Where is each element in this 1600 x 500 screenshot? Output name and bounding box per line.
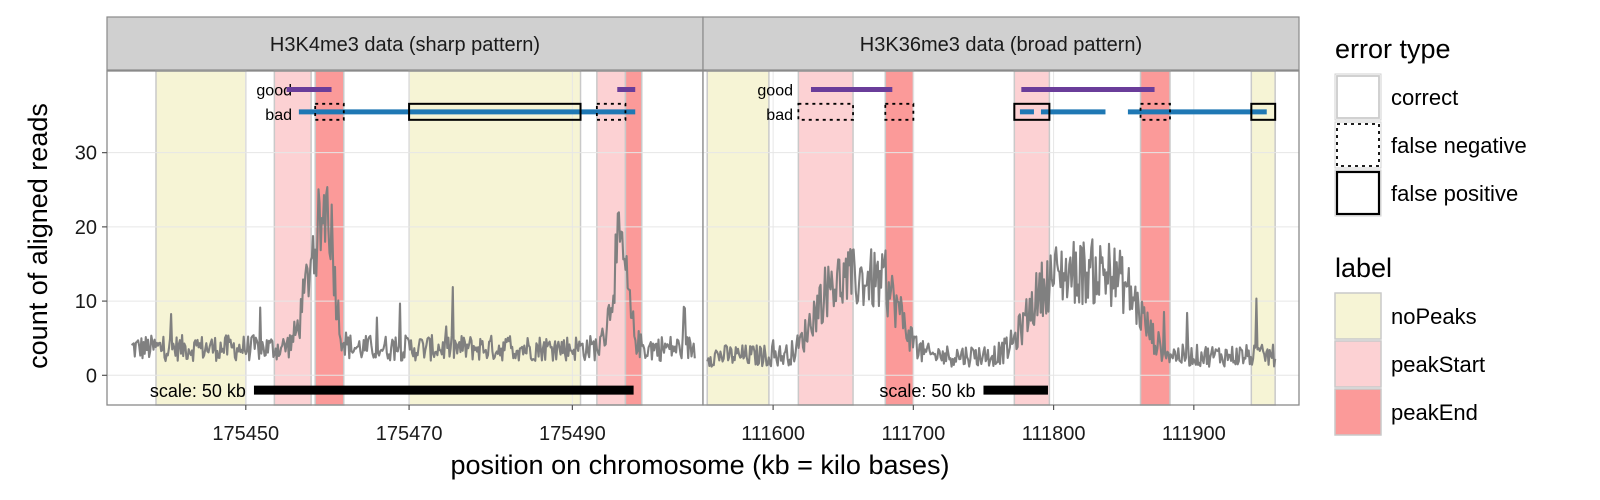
- x-tick-label: 111800: [1022, 423, 1086, 445]
- x-tick-label: 175490: [539, 423, 606, 445]
- false-positive-box: [1013, 102, 1051, 121]
- x-axis-title: position on chromosome (kb = kilo bases): [451, 450, 950, 480]
- y-tick-label: 0: [86, 365, 97, 387]
- false-negative-box: [884, 102, 915, 121]
- y-tick-label: 10: [75, 291, 97, 313]
- scale-bar-label: scale: 50 kb: [879, 381, 975, 401]
- legend-key-bg: [1334, 73, 1382, 121]
- legend-key-bg: [1334, 121, 1382, 169]
- x-tick-label: 111600: [741, 423, 805, 445]
- legend-error-item: false positive: [1391, 181, 1518, 206]
- panel-1: H3K4me3 data (sharp pattern) good bad scale…: [106, 16, 704, 445]
- coverage-line: [706, 238, 1277, 368]
- false-negative-box: [595, 102, 627, 121]
- scale-bar-label: scale: 50 kb: [150, 381, 246, 401]
- false-negative-box: [1139, 102, 1171, 121]
- coverage-line: [130, 186, 696, 363]
- legend-error-title: error type: [1335, 34, 1451, 64]
- label-region-noPeaks: [155, 70, 247, 406]
- legends: error type label correct false negative fa…: [1334, 34, 1527, 436]
- panel-strip: [106, 16, 704, 71]
- y-tick-label: 20: [75, 217, 97, 239]
- panel-border: [702, 70, 1300, 406]
- panel-2: H3K36me3 data (broad pattern) good bad scal…: [702, 16, 1300, 445]
- x-tick-label: 175450: [212, 423, 279, 445]
- legend-key-peakStart: [1334, 340, 1382, 388]
- x-tick-label: 175470: [376, 423, 443, 445]
- label-region-peakStart: [1013, 70, 1051, 406]
- good-model-label: good: [256, 83, 292, 100]
- legend-label-item: peakEnd: [1391, 400, 1478, 425]
- legend-key-noPeaks: [1334, 292, 1382, 340]
- label-region-peakEnd: [884, 70, 915, 406]
- panels: H3K4me3 data (sharp pattern) good bad scale…: [75, 16, 1300, 445]
- false-negative-box: [314, 102, 345, 121]
- y-axis-title: count of aligned reads: [23, 103, 53, 369]
- y-tick-label: 30: [75, 143, 97, 165]
- panel-title: H3K36me3 data (broad pattern): [860, 34, 1142, 56]
- bad-model-label: bad: [265, 107, 292, 124]
- false-negative-box: [797, 102, 854, 121]
- panel-strip: [702, 16, 1300, 71]
- legend-error-item: false negative: [1391, 133, 1527, 158]
- legend-key-bg: [1334, 169, 1382, 217]
- x-tick-label: 111900: [1162, 423, 1226, 445]
- bad-model-label: bad: [766, 107, 793, 124]
- legend-label-title: label: [1335, 253, 1392, 283]
- good-model-label: good: [757, 83, 793, 100]
- label-region-peakStart: [797, 70, 854, 406]
- legend-key-fn: [1336, 123, 1380, 167]
- false-positive-box: [408, 102, 582, 121]
- legend-key-correct: [1336, 75, 1380, 119]
- legend-error-item: correct: [1391, 85, 1458, 110]
- legend-label-item: noPeaks: [1391, 304, 1477, 329]
- legend-label-item: peakStart: [1391, 352, 1485, 377]
- x-tick-label: 111700: [881, 423, 945, 445]
- legend-key-fp: [1335, 170, 1381, 216]
- legend-key-peakEnd: [1334, 388, 1382, 436]
- panel-title: H3K4me3 data (sharp pattern): [270, 34, 540, 56]
- false-positive-box: [1250, 102, 1277, 121]
